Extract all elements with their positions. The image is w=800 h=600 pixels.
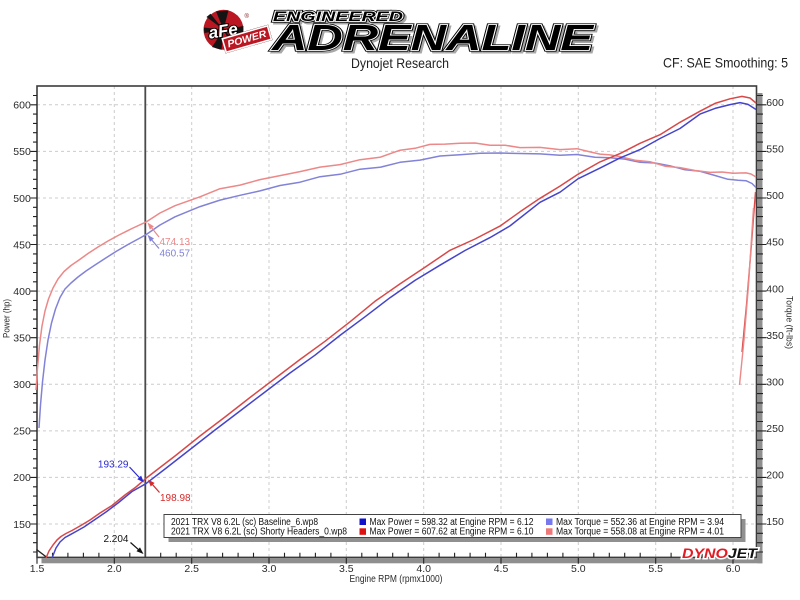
svg-text:2.0: 2.0 <box>107 563 122 575</box>
svg-text:ENGINEERED: ENGINEERED <box>273 8 403 24</box>
svg-text:2021 TRX V8 6.2L (sc) Baseline: 2021 TRX V8 6.2L (sc) Baseline_6.wp8 <box>171 517 318 528</box>
svg-text:Max Torque = 552.36 at Engine: Max Torque = 552.36 at Engine RPM = 3.94 <box>556 517 724 528</box>
svg-text:Max Power = 598.32 at Engine R: Max Power = 598.32 at Engine RPM = 6.12 <box>370 517 534 528</box>
svg-text:400: 400 <box>13 286 31 298</box>
svg-text:600: 600 <box>13 100 31 112</box>
svg-text:193.29: 193.29 <box>98 460 129 471</box>
svg-text:ADRENALINE: ADRENALINE <box>271 17 595 58</box>
svg-text:250: 250 <box>13 426 31 438</box>
svg-text:CF: SAE Smoothing: 5: CF: SAE Smoothing: 5 <box>663 55 788 71</box>
svg-text:DYNOJET: DYNOJET <box>682 545 759 561</box>
svg-text:400: 400 <box>766 283 784 295</box>
svg-text:300: 300 <box>13 379 31 391</box>
svg-text:474.13: 474.13 <box>160 237 191 248</box>
svg-text:®: ® <box>245 13 250 20</box>
svg-text:450: 450 <box>13 239 31 251</box>
svg-text:350: 350 <box>766 330 784 342</box>
svg-text:150: 150 <box>13 519 31 531</box>
svg-text:200: 200 <box>766 470 784 482</box>
svg-text:550: 550 <box>13 146 31 158</box>
svg-text:600: 600 <box>766 97 784 109</box>
svg-text:ENGINEERED: ENGINEERED <box>273 8 403 24</box>
svg-text:2021 TRX V8 6.2L (sc) Shorty H: 2021 TRX V8 6.2L (sc) Shorty Headers_0.w… <box>171 527 347 538</box>
svg-text:3.5: 3.5 <box>339 563 354 575</box>
svg-text:Torque (ft-lbs): Torque (ft-lbs) <box>784 296 795 349</box>
svg-text:200: 200 <box>13 472 31 484</box>
svg-text:ADRENALINE: ADRENALINE <box>271 17 595 58</box>
svg-text:4.5: 4.5 <box>494 563 509 575</box>
svg-text:6.0: 6.0 <box>726 563 741 575</box>
svg-text:1.5: 1.5 <box>30 563 45 575</box>
svg-text:4.0: 4.0 <box>416 563 431 575</box>
svg-text:Power (hp): Power (hp) <box>2 299 13 338</box>
svg-text:150: 150 <box>766 516 784 528</box>
svg-text:2.5: 2.5 <box>184 563 199 575</box>
svg-text:550: 550 <box>766 144 784 156</box>
svg-text:ENGINEERED: ENGINEERED <box>275 10 405 26</box>
svg-text:300: 300 <box>766 377 784 389</box>
svg-text:Dynojet Research: Dynojet Research <box>351 55 449 71</box>
svg-text:5.0: 5.0 <box>571 563 586 575</box>
svg-text:3.0: 3.0 <box>262 563 277 575</box>
svg-text:450: 450 <box>766 237 784 249</box>
svg-text:5.5: 5.5 <box>648 563 663 575</box>
svg-text:Max Torque = 558.08 at Engine: Max Torque = 558.08 at Engine RPM = 4.01 <box>556 527 724 538</box>
svg-text:DYNOJET: DYNOJET <box>682 545 759 561</box>
svg-text:350: 350 <box>13 333 31 345</box>
svg-text:198.98: 198.98 <box>160 493 191 504</box>
svg-text:250: 250 <box>766 423 784 435</box>
svg-text:Max Power = 607.62 at Engine R: Max Power = 607.62 at Engine RPM = 6.10 <box>370 527 534 538</box>
svg-text:460.57: 460.57 <box>160 249 191 260</box>
svg-text:ADRENALINE: ADRENALINE <box>273 19 597 60</box>
svg-text:Engine RPM (rpmx1000): Engine RPM (rpmx1000) <box>350 574 443 585</box>
svg-text:500: 500 <box>766 190 784 202</box>
svg-text:500: 500 <box>13 193 31 205</box>
svg-text:2.204: 2.204 <box>103 534 128 545</box>
